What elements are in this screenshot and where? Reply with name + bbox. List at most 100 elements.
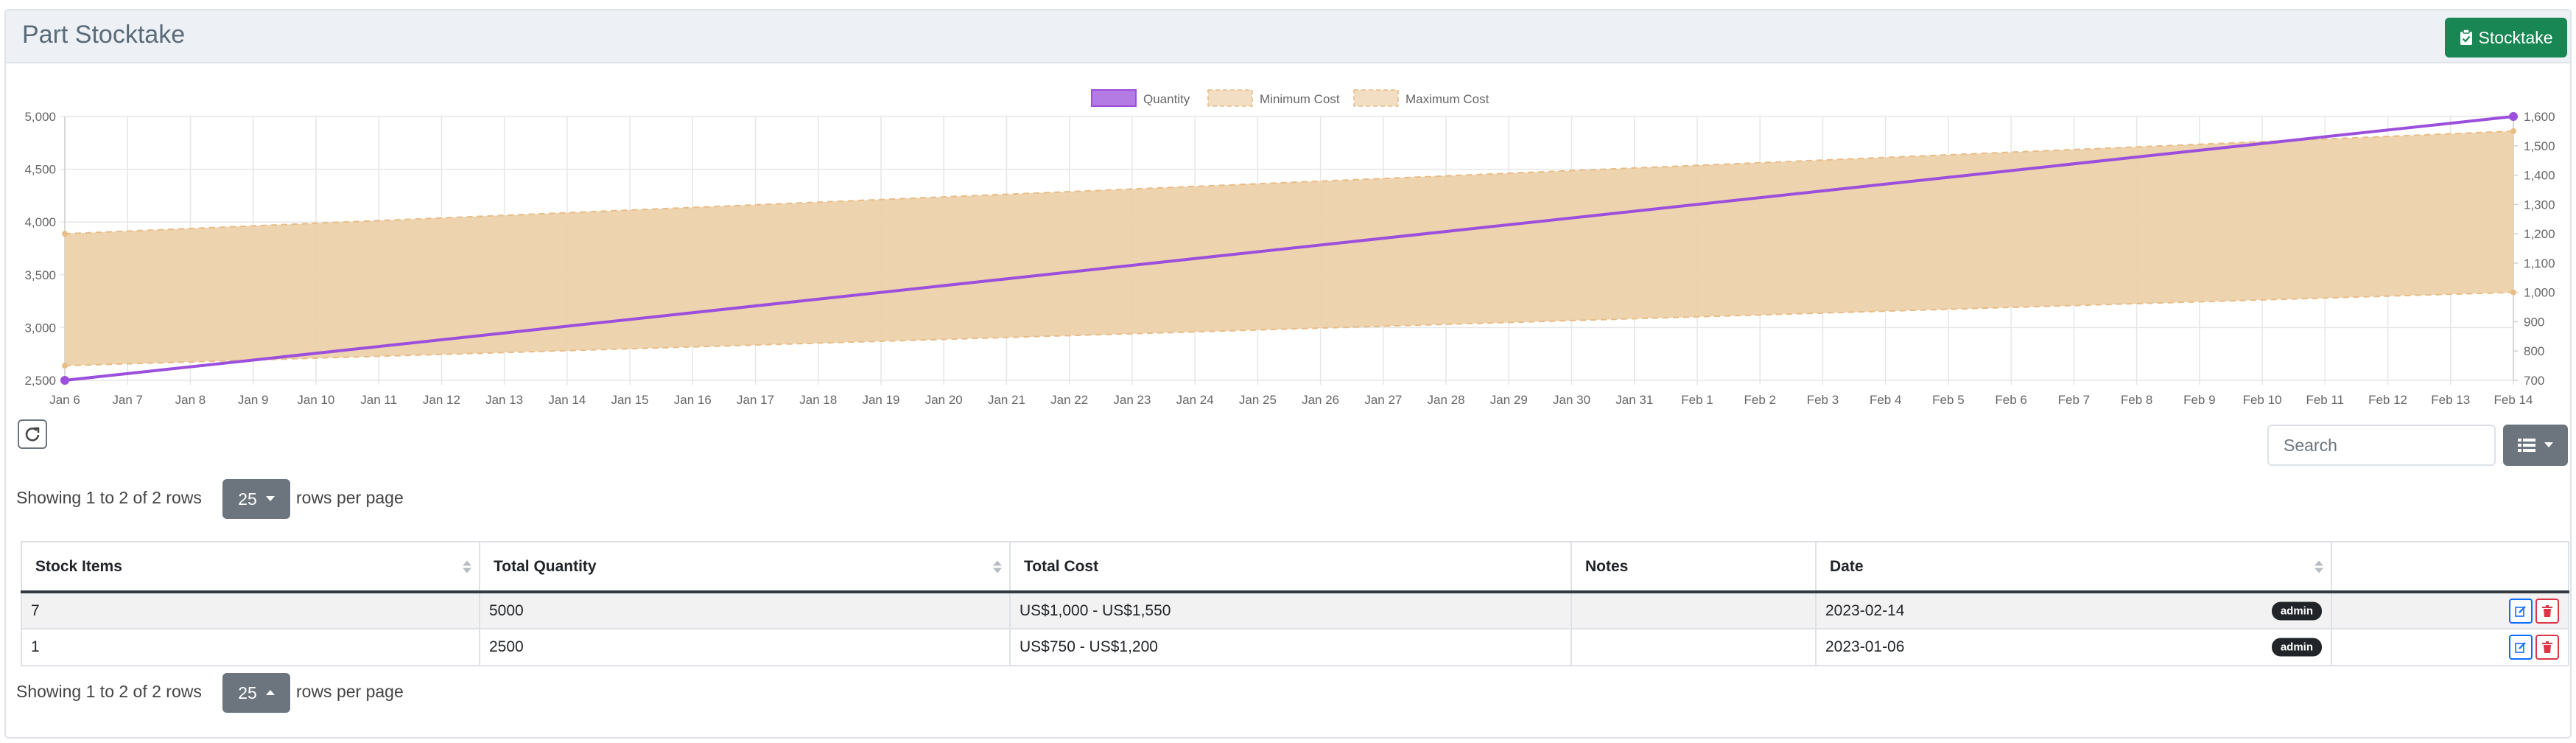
cell-actions xyxy=(2331,591,2569,629)
refresh-icon xyxy=(25,427,40,442)
x-tick-label: Feb 8 xyxy=(2121,393,2152,404)
page-title: Part Stocktake xyxy=(22,21,186,49)
y-right-tick-label: 1,400 xyxy=(2524,169,2555,183)
x-tick-label: Feb 2 xyxy=(1744,393,1775,404)
x-tick-label: Jan 24 xyxy=(1176,393,1214,404)
stocktake-button-label: Stocktake xyxy=(2478,27,2553,47)
legend-swatch-cost xyxy=(1207,89,1253,107)
page-size-select-bottom[interactable]: 25 xyxy=(222,673,290,713)
x-tick-label: Feb 10 xyxy=(2243,393,2282,404)
date-value: 2023-01-06 xyxy=(1825,638,1905,655)
legend-label: Maximum Cost xyxy=(1405,92,1489,106)
y-right-tick-label: 1,000 xyxy=(2524,286,2555,300)
trash-icon xyxy=(2542,641,2552,653)
cell-notes xyxy=(1570,591,1817,629)
edit-button[interactable] xyxy=(2509,635,2533,660)
x-tick-label: Jan 15 xyxy=(611,393,649,404)
x-tick-label: Jan 28 xyxy=(1428,393,1465,404)
rows-per-page-label: rows per page xyxy=(296,682,404,701)
maximum-cost-line xyxy=(64,130,2514,235)
refresh-button[interactable] xyxy=(18,419,47,449)
x-tick-label: Feb 7 xyxy=(2058,393,2090,404)
x-tick-label: Jan 20 xyxy=(925,393,963,404)
y-left-tick-label: 4,500 xyxy=(24,163,56,177)
page-size-value: 25 xyxy=(238,683,257,702)
minimum-cost-point xyxy=(62,363,68,369)
y-left-tick-label: 5,000 xyxy=(24,110,56,124)
panel-heading: Part Stocktake Stocktake xyxy=(6,10,2570,63)
x-tick-label: Jan 7 xyxy=(112,393,143,404)
pagination-info-top: Showing 1 to 2 of 2 rows xyxy=(16,488,202,507)
cell-stock-items: 7 xyxy=(21,591,480,629)
caret-up-icon xyxy=(265,690,275,695)
x-tick-label: Feb 13 xyxy=(2431,393,2470,404)
column-header-total-cost[interactable]: Total Cost xyxy=(1009,541,1572,593)
list-view-icon xyxy=(2518,439,2535,452)
minimum-cost-point xyxy=(2510,289,2516,296)
x-tick-label: Feb 3 xyxy=(1807,393,1839,404)
x-tick-label: Feb 6 xyxy=(1995,393,2026,404)
cell-total-quantity: 2500 xyxy=(479,628,1011,666)
quantity-point xyxy=(60,376,69,385)
x-tick-label: Feb 12 xyxy=(2368,393,2407,404)
column-label: Notes xyxy=(1585,557,1629,575)
stocktake-chart: Jan 6 Jan 7 Jan 8 Jan 9 Jan 10 Jan 11 Jan 12 Ja… xyxy=(6,72,2569,408)
sort-icon xyxy=(993,560,1002,573)
table-row[interactable]: 7 5000 US$1,000 - US$1,550 2023-02-14 ad… xyxy=(21,591,2569,629)
trash-icon xyxy=(2542,604,2552,617)
legend-label: Minimum Cost xyxy=(1260,92,1340,106)
delete-button[interactable] xyxy=(2535,598,2559,624)
y-left-tick-label: 2,500 xyxy=(24,374,56,388)
x-tick-label: Jan 26 xyxy=(1302,393,1339,404)
cell-date: 2023-01-06 admin xyxy=(1815,628,2332,666)
column-header-notes[interactable]: Notes xyxy=(1570,541,1817,593)
page-size-select-top[interactable]: 25 xyxy=(222,479,290,519)
x-tick-label: Jan 18 xyxy=(799,393,837,404)
delete-button[interactable] xyxy=(2535,635,2559,660)
x-tick-label: Feb 14 xyxy=(2494,393,2533,404)
x-tick-label: Feb 5 xyxy=(1932,393,1964,404)
stocktake-panel: Part Stocktake Stocktake Jan 6 Jan 7 Jan 8… xyxy=(4,9,2572,739)
cell-date: 2023-02-14 admin xyxy=(1815,591,2332,629)
column-header-actions xyxy=(2331,541,2569,593)
rows-per-page-label: rows per page xyxy=(296,488,404,507)
page-size-value: 25 xyxy=(238,489,257,509)
y-right-tick-label: 1,100 xyxy=(2524,257,2555,271)
column-header-total-quantity[interactable]: Total Quantity xyxy=(479,541,1011,593)
x-tick-label: Jan 9 xyxy=(238,393,269,404)
sort-icon xyxy=(2314,560,2323,573)
cell-notes xyxy=(1570,628,1817,666)
x-tick-label: Jan 29 xyxy=(1490,393,1528,404)
y-right-tick-label: 700 xyxy=(2524,374,2544,388)
legend-swatch-quantity xyxy=(1091,89,1137,107)
clipboard-check-icon xyxy=(2460,29,2472,45)
search-input[interactable] xyxy=(2267,425,2496,466)
edit-button[interactable] xyxy=(2509,598,2533,624)
columns-dropdown-button[interactable] xyxy=(2503,425,2568,466)
x-tick-label: Jan 21 xyxy=(988,393,1025,404)
x-tick-label: Feb 11 xyxy=(2306,393,2344,404)
cell-stock-items: 1 xyxy=(21,628,480,666)
x-tick-label: Jan 17 xyxy=(737,393,774,404)
column-label: Total Quantity xyxy=(494,557,597,575)
x-tick-label: Jan 6 xyxy=(49,393,80,404)
x-tick-label: Feb 1 xyxy=(1681,393,1713,404)
column-header-date[interactable]: Date xyxy=(1815,541,2332,593)
cell-total-cost: US$1,000 - US$1,550 xyxy=(1009,591,1572,629)
stocktake-button[interactable]: Stocktake xyxy=(2445,18,2567,57)
caret-down-icon xyxy=(2544,442,2553,447)
x-tick-label: Feb 9 xyxy=(2183,393,2215,404)
table-row[interactable]: 1 2500 US$750 - US$1,200 2023-01-06 admi… xyxy=(21,628,2569,666)
cell-total-cost: US$750 - US$1,200 xyxy=(1009,628,1572,666)
y-right-tick-label: 1,500 xyxy=(2524,139,2555,153)
x-tick-label: Jan 8 xyxy=(175,393,206,404)
column-header-stock-items[interactable]: Stock Items xyxy=(21,541,480,593)
maximum-cost-point xyxy=(62,231,68,237)
x-tick-label: Jan 23 xyxy=(1113,393,1151,404)
user-badge: admin xyxy=(2271,638,2322,657)
pagination-info-bottom: Showing 1 to 2 of 2 rows xyxy=(16,682,202,701)
stocktake-table: Stock Items Total Quantity Total Cost No… xyxy=(21,541,2569,666)
y-right-tick-label: 800 xyxy=(2524,344,2544,358)
y-right-tick-label: 1,200 xyxy=(2524,227,2555,241)
x-tick-label: Jan 11 xyxy=(360,393,397,404)
